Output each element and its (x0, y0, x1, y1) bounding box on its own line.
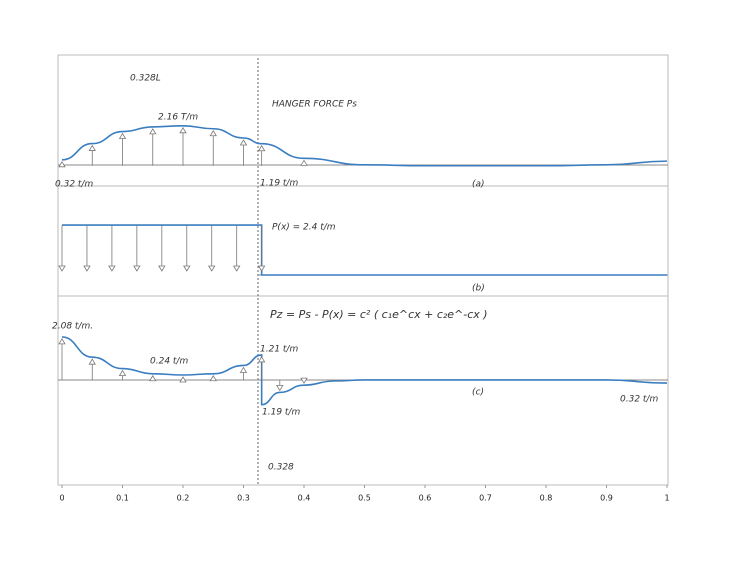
load-arrow (149, 374, 157, 382)
x-tick-label: 0 (59, 494, 64, 503)
load-arrow (209, 374, 217, 382)
load-arrow (183, 225, 191, 272)
load-arrow (257, 144, 266, 166)
arrow-part (257, 265, 266, 272)
annotation: 0.32 t/m (55, 180, 93, 190)
load-arrow (300, 159, 308, 166)
x-tick-label: 0.2 (177, 494, 190, 503)
load-arrow (276, 379, 284, 392)
frame (57, 54, 669, 486)
annotation: HANGER FORCE Ps (272, 100, 357, 110)
load-arrow (257, 356, 266, 380)
arrow-part (209, 374, 217, 382)
annotation: 1.21 t/m (260, 345, 298, 355)
x-tick-label: 0.3 (237, 494, 250, 503)
x-tick-label: 0.6 (419, 494, 432, 503)
load-arrow (179, 127, 187, 166)
load-arrow (209, 129, 217, 166)
x-tick-label: 0.5 (358, 494, 371, 503)
load-arrow (118, 369, 127, 380)
annotation: 1.19 t/m (262, 408, 300, 418)
panel-label: (c) (472, 388, 484, 398)
load-arrow (232, 225, 241, 272)
arrow-part (257, 144, 266, 152)
arrow-part (133, 265, 141, 272)
annotation: 1.19 t/m (260, 179, 298, 189)
annotation: 2.16 T/m (158, 113, 198, 123)
arrow-part (300, 159, 308, 166)
arrow-part (232, 265, 241, 272)
load-arrow (58, 225, 66, 272)
arrow-part (179, 376, 187, 383)
arrow-part (149, 374, 157, 382)
load-arrow (300, 377, 308, 384)
arrow-part (149, 128, 157, 135)
arrow-part (239, 366, 248, 373)
arrow-part (276, 385, 284, 392)
load-arrow (88, 358, 96, 380)
load-arrow (58, 338, 66, 380)
annotation: 2.08 t/m. (52, 322, 93, 332)
curve (61, 336, 668, 406)
annotation: 0.328L (130, 74, 161, 84)
x-tick-label: 0.9 (600, 494, 613, 503)
annotation: 0.328 (268, 463, 294, 473)
arrow-part (118, 369, 127, 376)
arrow-part (58, 161, 66, 168)
arrow-part (257, 356, 266, 363)
arrow-part (88, 144, 96, 151)
load-arrow (108, 225, 116, 272)
x-tick-label: 0.1 (116, 494, 129, 503)
x-tick-label: 0.7 (479, 494, 492, 503)
arrow-part (300, 377, 308, 384)
load-arrow (149, 128, 157, 166)
arrow-part (158, 265, 166, 272)
load-arrow (118, 132, 127, 166)
load-arrow (239, 139, 248, 166)
arrow-part (179, 127, 187, 134)
load-arrow (58, 161, 66, 168)
load-arrow (179, 376, 187, 383)
annotation: P(x) = 2.4 t/m (272, 223, 336, 233)
annotation: Pz = Ps - P(x) = c² ( c₁e^cx + c₂e^-cx ) (270, 308, 488, 321)
curve (61, 124, 668, 167)
curve (62, 224, 667, 276)
annotation: 0.24 t/m (150, 357, 188, 367)
panel-label: (b) (472, 284, 485, 294)
x-tick-label: 0.8 (540, 494, 553, 503)
panel-label: (a) (472, 180, 485, 190)
annotation: 0.32 t/m (620, 395, 658, 405)
arrow-part (58, 338, 66, 345)
arrow-part (88, 358, 96, 365)
arrow-part (83, 265, 91, 272)
arrow-part (239, 139, 248, 146)
arrow-part (183, 265, 191, 272)
x-tick-label: 1 (664, 494, 669, 503)
x-tick-label: 0.4 (298, 494, 311, 503)
arrow-part (58, 265, 66, 272)
arrow-part (108, 265, 116, 272)
load-arrow (257, 225, 266, 272)
load-arrow (133, 225, 141, 272)
load-arrow (208, 225, 216, 272)
arrow-part (209, 129, 217, 137)
load-arrow (88, 144, 96, 166)
load-arrow (83, 225, 91, 272)
load-arrow (158, 225, 166, 272)
load-arrow (239, 366, 248, 380)
arrow-part (118, 132, 127, 139)
arrow-part (208, 265, 216, 272)
